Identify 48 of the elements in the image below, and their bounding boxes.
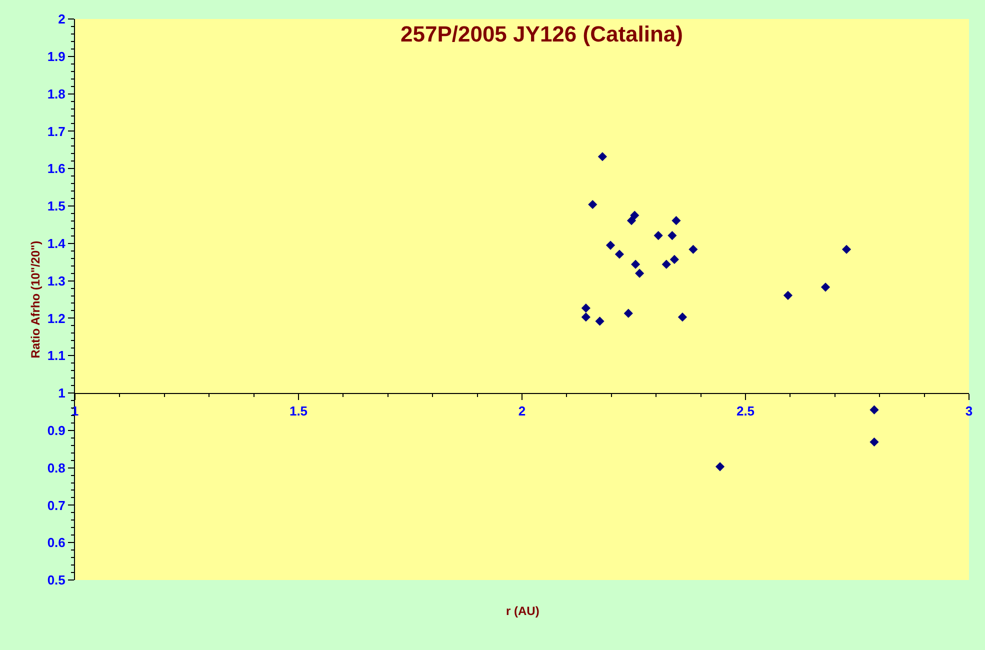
- y-tick-label: 1.3: [47, 273, 66, 288]
- y-tick-label: 1.1: [47, 348, 66, 364]
- point: [595, 316, 604, 326]
- y-tick-label: 0.6: [47, 535, 66, 550]
- point: [635, 268, 644, 278]
- y-tick-label: 1.7: [47, 124, 66, 139]
- point: [672, 216, 681, 226]
- y-tick-label: 0.5: [47, 572, 66, 588]
- point: [688, 244, 698, 254]
- point: [606, 240, 616, 250]
- y-tick-label: 1.5: [47, 198, 66, 214]
- y-tick-label: 1.9: [47, 48, 66, 64]
- y-tick-label: 1: [58, 386, 66, 401]
- point: [668, 231, 677, 240]
- x-axis-title: r (AU): [506, 604, 540, 618]
- point: [842, 244, 852, 254]
- point: [654, 231, 663, 240]
- y-tick-label: 0.8: [47, 460, 66, 476]
- x-tick-label: 2: [518, 404, 526, 419]
- point: [820, 282, 830, 292]
- point: [598, 152, 608, 162]
- point: [870, 405, 879, 414]
- point: [630, 210, 640, 220]
- point: [614, 250, 624, 259]
- point: [783, 290, 793, 300]
- point: [678, 312, 688, 322]
- point: [581, 304, 590, 313]
- y-tick-label: 0.9: [47, 422, 66, 438]
- y-tick-label: 1.4: [47, 236, 66, 251]
- x-tick-label: 2.5: [736, 404, 755, 419]
- y-tick-label: 2: [58, 12, 66, 27]
- point: [588, 200, 598, 210]
- y-tick-label: 1.8: [47, 86, 66, 102]
- point: [662, 260, 671, 269]
- x-tick-label: 3: [965, 404, 973, 419]
- point: [626, 216, 636, 226]
- point: [870, 437, 879, 447]
- y-axis-title: Ratio Afrho (10"/20"): [28, 240, 43, 358]
- y-tick-label: 1.6: [47, 161, 66, 176]
- point: [630, 260, 640, 269]
- point: [715, 462, 725, 472]
- point: [581, 312, 590, 322]
- point: [624, 308, 633, 318]
- chart-title: 257P/2005 JY126 (Catalina): [400, 21, 684, 46]
- x-tick-label: 1.5: [289, 404, 308, 419]
- y-tick-label: 1.2: [47, 310, 66, 326]
- point: [670, 254, 679, 264]
- y-tick-label: 0.7: [47, 498, 66, 513]
